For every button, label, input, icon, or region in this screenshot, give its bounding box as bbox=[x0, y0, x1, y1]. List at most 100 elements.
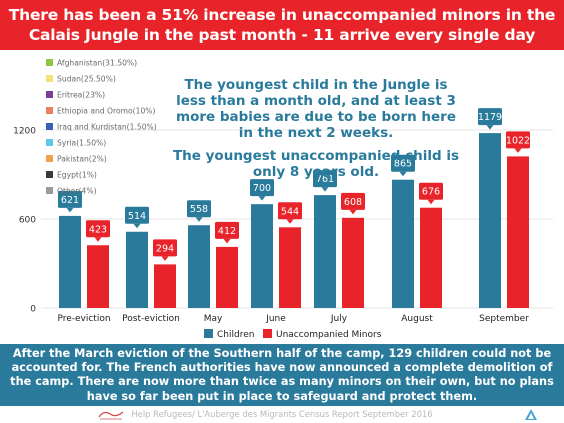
data-label: 544 bbox=[278, 202, 302, 224]
data-label-pointer bbox=[66, 207, 74, 213]
bar bbox=[126, 231, 148, 308]
bar bbox=[479, 133, 501, 308]
y-tick-label: 1200 bbox=[13, 127, 36, 137]
data-label-text: 558 bbox=[190, 204, 208, 215]
nationality-legend: Afghanistan(31.50%) Sudan(25.50%) Eritrea(… bbox=[46, 59, 157, 196]
callout-text: The youngest child in the Jungle is less… bbox=[173, 77, 459, 180]
data-label-pointer bbox=[286, 219, 294, 224]
legend-swatch bbox=[46, 91, 53, 98]
bar bbox=[251, 204, 273, 308]
data-label-text: 544 bbox=[281, 206, 299, 217]
data-label: 700 bbox=[250, 179, 274, 201]
data-label-box bbox=[58, 190, 82, 208]
data-label-pointer bbox=[223, 238, 231, 244]
data-label: 1179 bbox=[478, 108, 502, 130]
y-tick-label: 0 bbox=[30, 305, 36, 315]
callout-line-2: less than a month old, and at least 3 bbox=[176, 93, 456, 109]
data-label: 676 bbox=[419, 182, 443, 205]
bar bbox=[59, 215, 81, 308]
data-label-box bbox=[341, 192, 365, 210]
y-tick-label: 600 bbox=[19, 216, 36, 226]
data-label-box bbox=[250, 179, 274, 197]
series-legend: Children Unaccompanied Minors bbox=[204, 329, 382, 340]
legend-swatch bbox=[46, 187, 53, 194]
series-legend-label: Unaccompanied Minors bbox=[276, 330, 382, 340]
y-axis-ticks: 0 600 1200 bbox=[13, 127, 36, 315]
title-banner: There has been a 51% increase in unaccom… bbox=[0, 0, 564, 50]
callout-line-6: only 8 years old. bbox=[253, 164, 379, 180]
footer-line-3: the camp. There are now more than twice … bbox=[10, 375, 554, 389]
data-label-text: 1022 bbox=[506, 135, 530, 146]
legend-swatch bbox=[46, 123, 53, 130]
bar bbox=[279, 227, 301, 308]
data-label-pointer bbox=[486, 125, 494, 130]
title-line-2: Calais Jungle in the past month - 11 arr… bbox=[28, 26, 536, 44]
legend-label: Other(4%) bbox=[57, 187, 97, 196]
legend-label: Eritrea(23%) bbox=[57, 91, 105, 100]
x-axis-labels: Pre-eviction Post-eviction May June July Augu… bbox=[57, 314, 529, 324]
data-label-box bbox=[419, 182, 443, 200]
data-label-text: 676 bbox=[422, 187, 440, 198]
data-label-box bbox=[125, 206, 149, 224]
data-label-text: 608 bbox=[344, 197, 362, 208]
data-label-box bbox=[391, 154, 415, 172]
legend-swatch bbox=[46, 59, 53, 66]
bar bbox=[87, 245, 109, 308]
data-label-text: 412 bbox=[218, 226, 236, 237]
legend-label: Egypt(1%) bbox=[57, 171, 97, 180]
data-label-pointer bbox=[133, 223, 141, 229]
data-label-box bbox=[187, 200, 211, 218]
data-label: 621 bbox=[58, 190, 82, 213]
series-legend-label: Children bbox=[217, 330, 254, 340]
data-label-text: 621 bbox=[61, 195, 79, 206]
bar bbox=[342, 217, 364, 308]
data-label-pointer bbox=[94, 237, 102, 242]
triangle-logo-icon bbox=[525, 409, 537, 420]
callout-line-4: in the next 2 weeks. bbox=[239, 125, 394, 141]
bar bbox=[392, 179, 414, 308]
data-label-pointer bbox=[321, 187, 329, 192]
legend-swatch bbox=[46, 75, 53, 82]
bar-chart: 0 600 1200 621 423 514 294 558 412 700 544 761 608 8… bbox=[13, 59, 553, 340]
legend-label: Iraq and Kurdistan(1.50%) bbox=[57, 123, 157, 132]
data-label-box bbox=[506, 131, 530, 149]
x-tick-label: July bbox=[330, 314, 348, 324]
data-label-box bbox=[313, 170, 337, 188]
data-label-pointer bbox=[195, 217, 203, 222]
data-label: 865 bbox=[391, 154, 415, 177]
callout-line-1: The youngest child in the Jungle is bbox=[184, 77, 447, 93]
data-label: 761 bbox=[313, 170, 337, 192]
data-label-box bbox=[278, 202, 302, 220]
bar bbox=[154, 264, 176, 308]
bar bbox=[314, 195, 336, 308]
data-label-pointer bbox=[161, 256, 169, 261]
series-legend-swatch bbox=[204, 329, 213, 338]
legend-label: Pakistan(2%) bbox=[57, 155, 107, 164]
callout-line-5: The youngest unaccompanied child is bbox=[173, 148, 459, 164]
data-label-pointer bbox=[399, 171, 407, 177]
data-label-text: 761 bbox=[316, 174, 334, 185]
data-label: 412 bbox=[215, 221, 239, 244]
data-label-box bbox=[215, 221, 239, 239]
legend-label: Ethiopia and Oromo(10%) bbox=[57, 107, 156, 116]
footer-line-4: have so far been put in place to safegua… bbox=[86, 389, 478, 403]
data-label: 294 bbox=[153, 239, 177, 261]
data-label-pointer bbox=[349, 209, 357, 215]
data-label-text: 294 bbox=[156, 243, 174, 254]
x-tick-label: June bbox=[265, 314, 286, 324]
legend-swatch bbox=[46, 139, 53, 146]
data-label-text: 1179 bbox=[478, 112, 502, 123]
footer-line-1: After the March eviction of the Southern… bbox=[12, 347, 552, 360]
data-label: 514 bbox=[125, 206, 149, 229]
data-label-box bbox=[478, 108, 502, 126]
data-label-pointer bbox=[427, 199, 435, 205]
footer-note: After the March eviction of the Southern… bbox=[0, 344, 564, 406]
bars: 621 423 514 294 558 412 700 544 761 608 865 676 1179… bbox=[58, 108, 530, 308]
data-label-text: 514 bbox=[128, 211, 146, 222]
data-label-text: 865 bbox=[394, 159, 412, 170]
x-tick-label: Pre-eviction bbox=[57, 314, 110, 324]
data-label-text: 700 bbox=[253, 183, 271, 194]
data-label-pointer bbox=[514, 148, 522, 153]
data-label: 1022 bbox=[506, 131, 530, 153]
legend-swatch bbox=[46, 171, 53, 178]
